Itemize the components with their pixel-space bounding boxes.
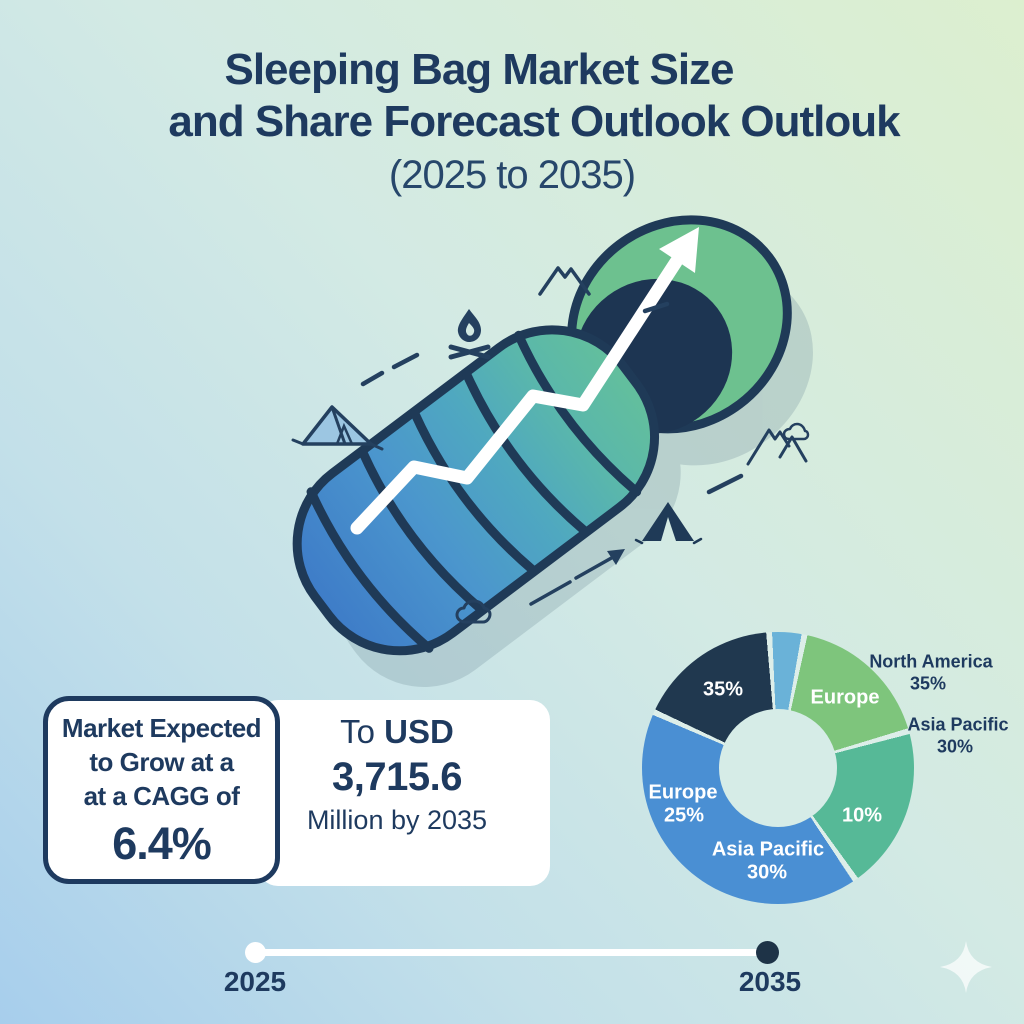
donut-label: Europe	[810, 686, 880, 709]
donut-label: 30%	[936, 736, 974, 757]
donut-label: Asia Pacific	[907, 714, 1009, 735]
tent-icon	[291, 405, 384, 451]
bag-baffle-seams	[306, 330, 642, 653]
timeline-start-dot	[245, 942, 266, 963]
value-texts: To USD 3,715.6 Million by 2035	[272, 710, 522, 840]
dark-tent-icon	[634, 502, 703, 545]
donut-label: 10%	[841, 804, 883, 827]
value-amount: 3,715.6	[332, 755, 462, 799]
timeline-start-year: 2025	[223, 966, 287, 997]
donut-chart: 35% Europe 10% Europe 25% Asia Pacific 30% Nort…	[642, 632, 1009, 904]
title-line-3: (2025 to 2035)	[388, 153, 636, 197]
donut-hole	[719, 709, 837, 827]
growth-arrow-icon	[529, 549, 625, 606]
campfire-icon	[448, 309, 491, 360]
title-line-1: Sleeping Bag Market Size	[224, 45, 734, 94]
timeline-line	[255, 949, 768, 956]
timeline-end-dot	[756, 941, 779, 964]
growth-line-3: at a CAGG of	[83, 780, 240, 811]
value-prefix: To	[340, 713, 385, 750]
sparkle-icon	[940, 941, 992, 993]
donut-label: North America	[869, 651, 993, 672]
dashed-line	[360, 301, 744, 495]
timeline-end-year: 2035	[738, 966, 802, 997]
page-title: Sleeping Bag Market Size and Share Forec…	[0, 44, 1024, 199]
donut-label: 30%	[746, 861, 788, 884]
donut-label: 35%	[909, 673, 947, 694]
cloud-icon	[455, 599, 492, 624]
donut-label: Europe	[648, 781, 718, 804]
donut-label: Asia Pacific	[711, 838, 825, 861]
mountains-cloud-icon	[746, 422, 810, 466]
donut-label: 35%	[702, 678, 744, 701]
value-suffix: Million by 2035	[306, 805, 488, 835]
donut-label: 25%	[663, 804, 705, 827]
trend-arrow-icon	[350, 227, 699, 535]
title-line-2: and Share Forecast Outlook Outlouk	[168, 97, 900, 146]
growth-line-1: Market Expected	[61, 712, 262, 743]
growth-box: Market Expected to Grow at a at a CAGG o…	[43, 696, 280, 884]
value-currency: USD	[384, 713, 454, 750]
mountain-icon	[538, 266, 591, 296]
growth-value: 6.4%	[112, 817, 212, 869]
value-panel	[258, 700, 550, 886]
growth-line-2: to Grow at a	[89, 746, 234, 777]
value-line-1: To USD	[272, 710, 522, 754]
